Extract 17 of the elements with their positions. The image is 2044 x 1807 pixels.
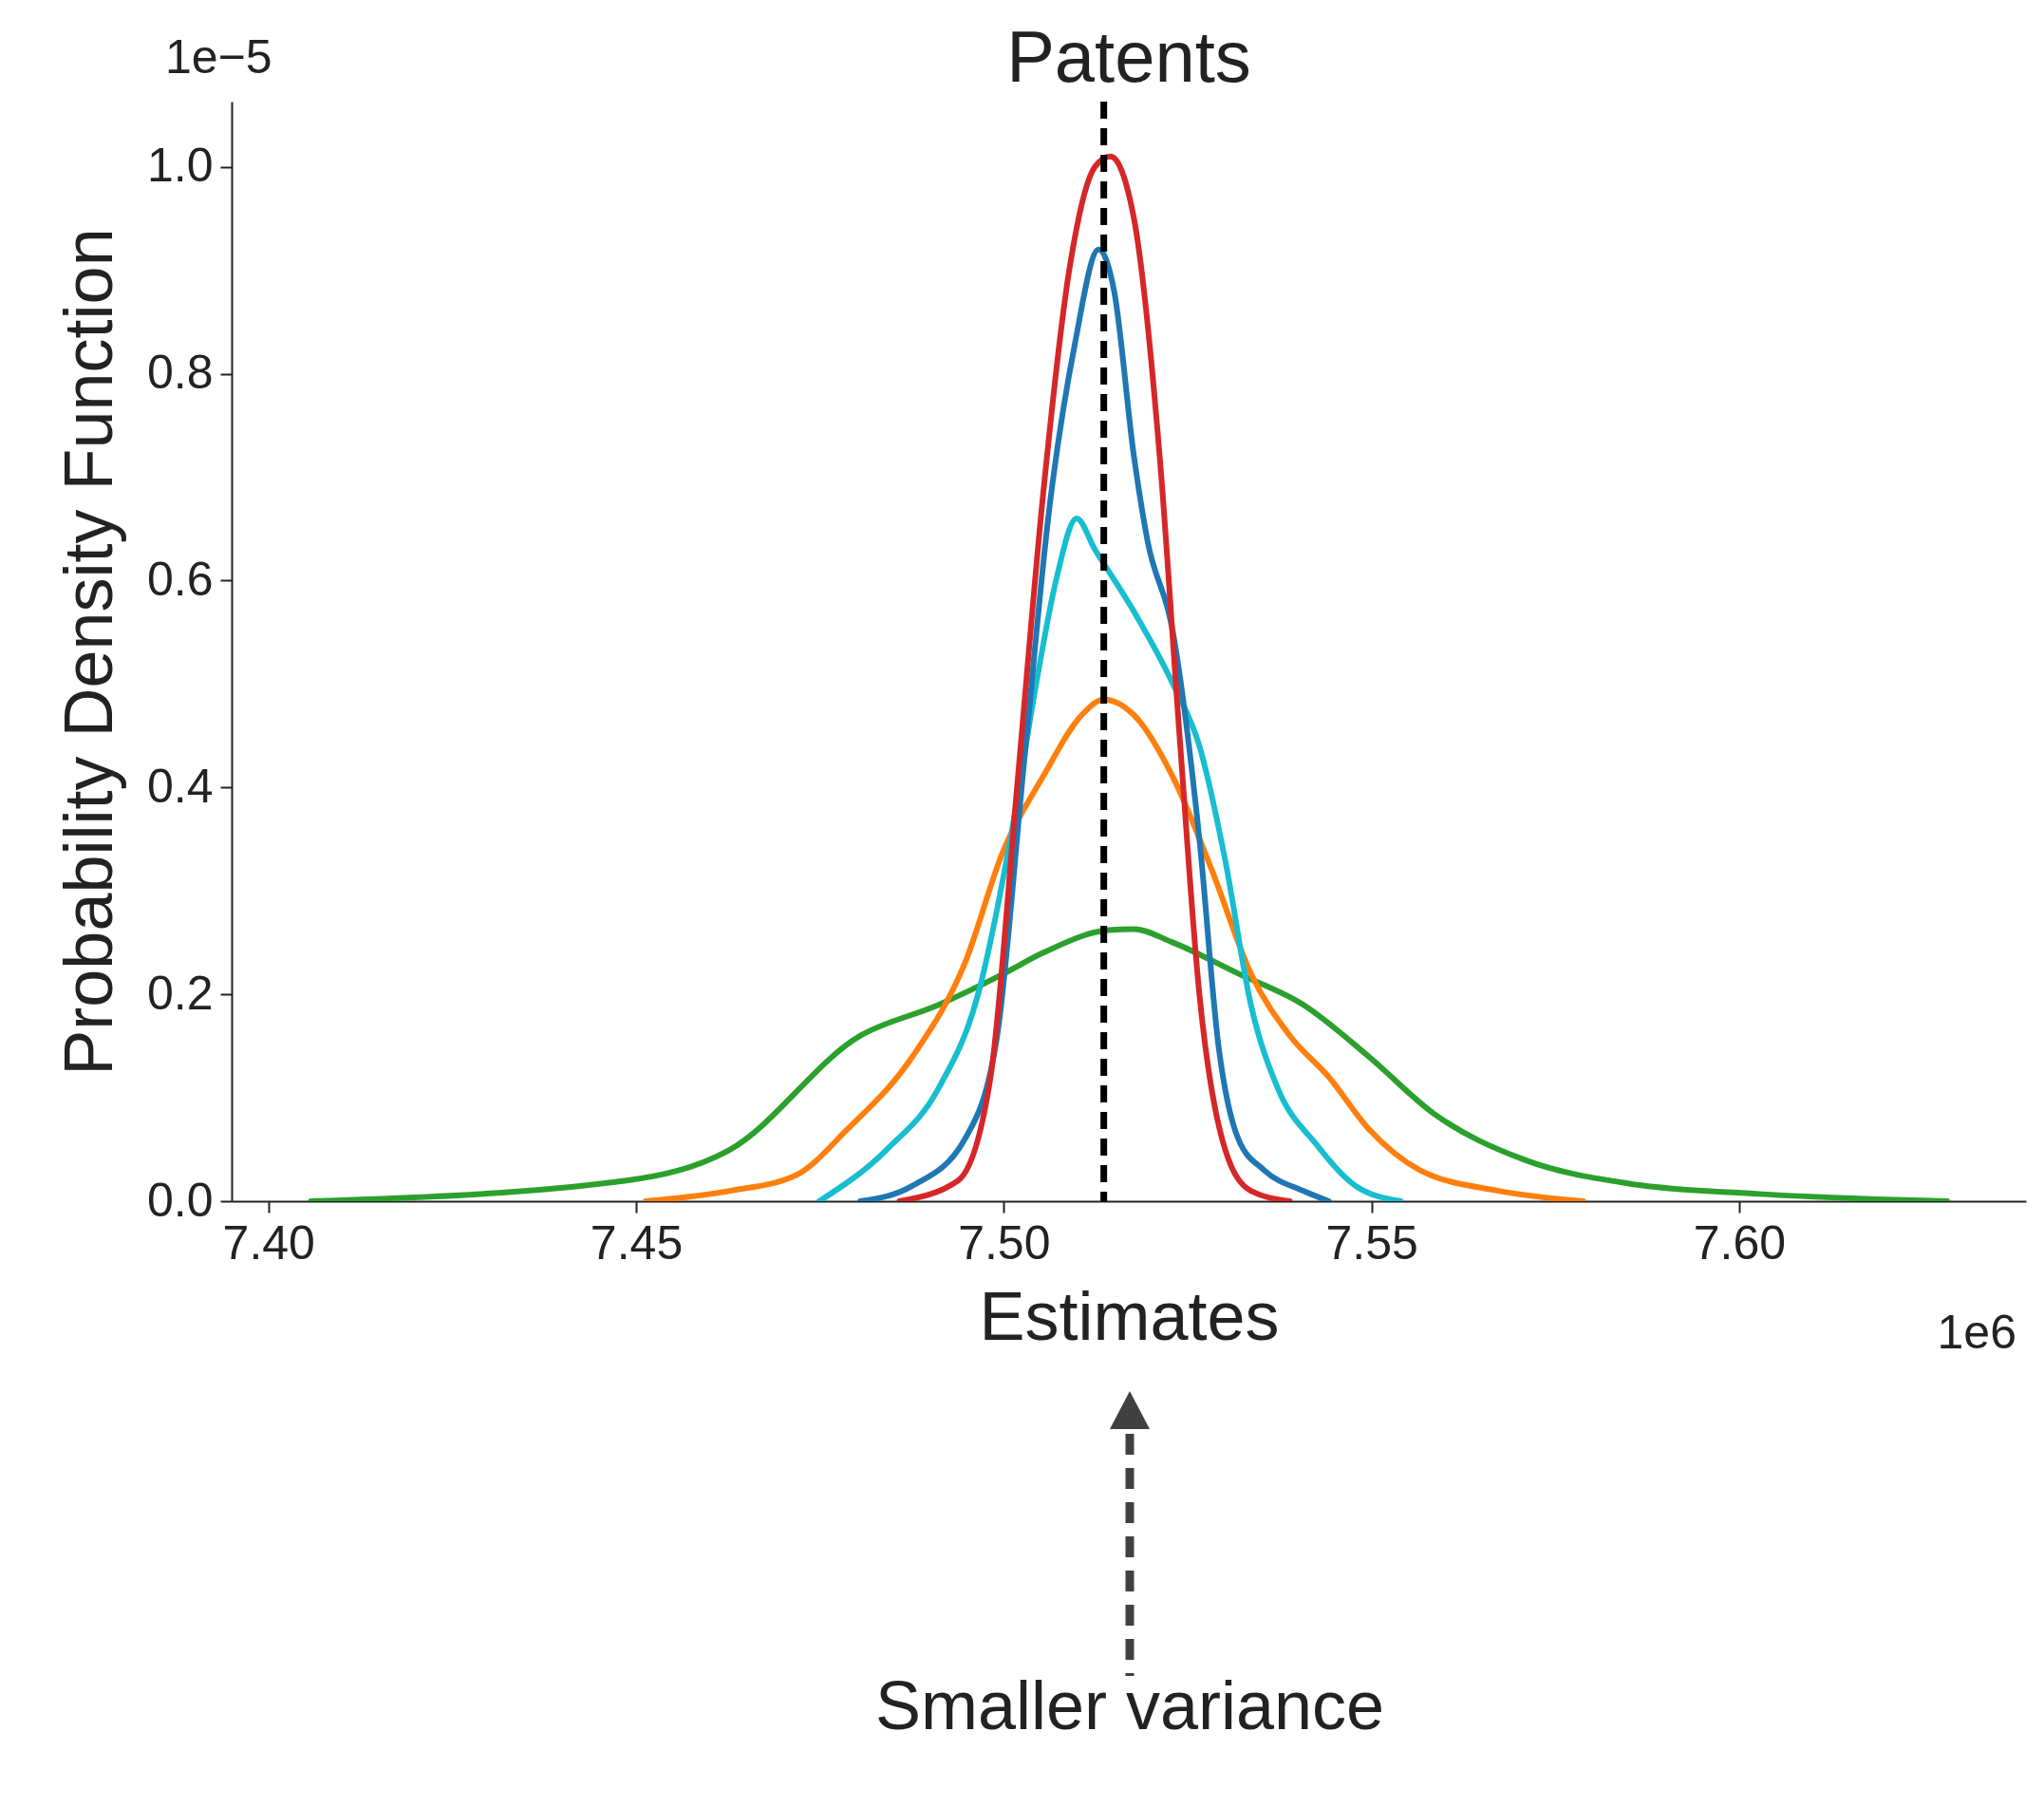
text: Smaller variance xyxy=(873,1666,1386,1744)
chart-title: Patents xyxy=(1006,16,1251,97)
y-tick-label: 0.8 xyxy=(146,346,214,399)
x-axis-title: Estimates xyxy=(979,1277,1280,1354)
x-tick-label: 7.45 xyxy=(590,1215,684,1270)
x-tick-label: 7.50 xyxy=(958,1215,1051,1270)
y-tick-label: 0.2 xyxy=(146,966,214,1020)
x-tick-label: 7.40 xyxy=(222,1215,315,1270)
y-tick-label: 0.6 xyxy=(146,552,214,606)
x-tick-label: 7.55 xyxy=(1325,1215,1418,1270)
y-tick-label: 1.0 xyxy=(146,139,214,193)
text: 1e6 xyxy=(1937,1306,2016,1359)
y-axis-title: Probability Density Function xyxy=(49,228,126,1076)
text: 1e−5 xyxy=(165,30,272,84)
y-tick-label: 0.0 xyxy=(146,1173,214,1227)
x-tick-label: 7.60 xyxy=(1693,1215,1787,1270)
y-tick-label: 0.4 xyxy=(146,759,214,813)
